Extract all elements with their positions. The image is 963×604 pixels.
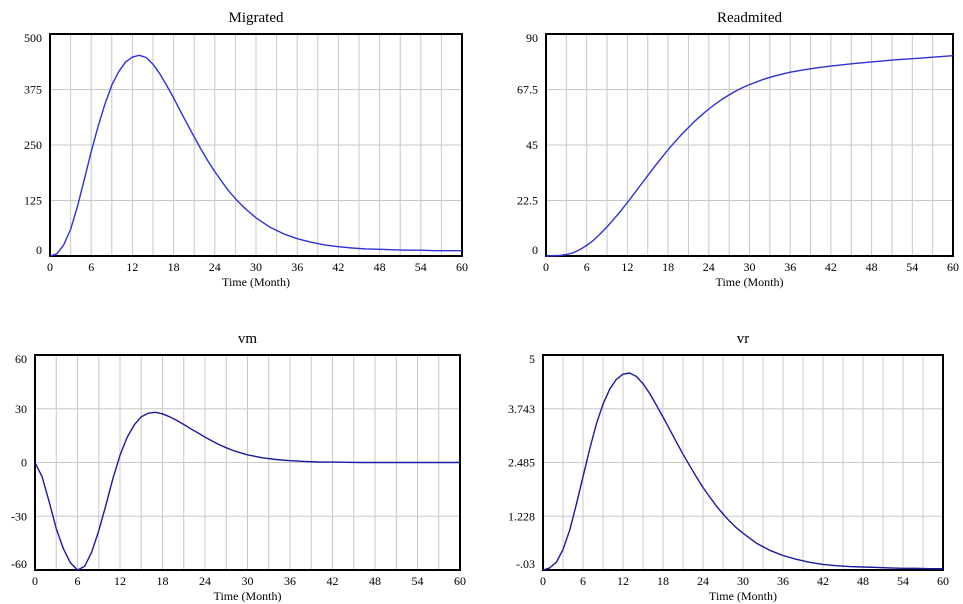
- y-tick-label: 0: [36, 243, 42, 257]
- x-tick-label: 36: [291, 260, 303, 274]
- x-tick-label: 0: [32, 574, 38, 588]
- y-tick-label: 2.485: [508, 456, 535, 470]
- y-tick-label: -30: [11, 509, 27, 523]
- y-tick-label: 500: [24, 31, 42, 45]
- x-tick-label: 12: [126, 260, 138, 274]
- x-tick-label: 24: [703, 260, 715, 274]
- x-tick-label: 36: [284, 574, 296, 588]
- x-tick-label: 42: [332, 260, 344, 274]
- x-tick-label: 60: [937, 574, 949, 588]
- y-tick-label: 1.228: [508, 509, 535, 523]
- x-tick-label: 18: [157, 574, 169, 588]
- y-tick-label: 0: [532, 243, 538, 257]
- series-line: [34, 411, 460, 571]
- y-tick-label: 125: [24, 194, 42, 208]
- x-tick-label: 48: [866, 260, 878, 274]
- x-tick-label: 54: [906, 260, 918, 274]
- x-tick-label: 48: [374, 260, 386, 274]
- x-tick-label: 6: [88, 260, 94, 274]
- y-tick-label: 0: [21, 456, 27, 470]
- x-tick-label: 30: [744, 260, 756, 274]
- y-tick-label: -.03: [516, 557, 535, 571]
- x-tick-label: 18: [657, 574, 669, 588]
- chart-title: Readmited: [717, 10, 782, 26]
- y-tick-label: 5: [529, 352, 535, 366]
- x-tick-label: 60: [454, 574, 466, 588]
- x-tick-label: 48: [369, 574, 381, 588]
- x-tick-label: 48: [857, 574, 869, 588]
- chart-3: vr 0 6 12 18 24 30 36 42 48 54 60 -.03 1.228 2.485 3.74…: [508, 331, 949, 603]
- plot-frame: [545, 33, 954, 257]
- x-axis-label: Time (Month): [222, 275, 290, 289]
- x-axis-label: Time (Month): [716, 275, 784, 289]
- series-line: [545, 55, 954, 257]
- chart-title: vr: [737, 331, 750, 347]
- x-tick-label: 24: [697, 574, 709, 588]
- chart-0: Migrated 0 6 12 18 24 30 36 42 48 54 60 0 125 250 375 50…: [24, 10, 468, 289]
- x-tick-label: 60: [947, 260, 959, 274]
- y-tick-label: -60: [11, 557, 27, 571]
- y-tick-label: 250: [24, 138, 42, 152]
- x-tick-label: 6: [75, 574, 81, 588]
- x-tick-label: 30: [737, 574, 749, 588]
- x-tick-label: 36: [777, 574, 789, 588]
- x-tick-label: 54: [897, 574, 909, 588]
- x-tick-label: 12: [617, 574, 629, 588]
- plot-frame: [542, 354, 944, 571]
- y-tick-label: 45: [526, 138, 538, 152]
- x-tick-label: 18: [662, 260, 674, 274]
- x-tick-label: 42: [327, 574, 339, 588]
- y-tick-label: 67.5: [517, 83, 538, 97]
- x-axis-label: Time (Month): [214, 589, 282, 603]
- x-tick-label: 6: [584, 260, 590, 274]
- x-tick-label: 24: [199, 574, 211, 588]
- y-tick-label: 3.743: [508, 402, 535, 416]
- y-tick-label: 90: [526, 31, 538, 45]
- chart-2: vm 0 6 12 18 24 30 36 42 48 54 60 -60 -30 0 30 60 Time (M…: [11, 331, 466, 603]
- x-tick-label: 24: [209, 260, 221, 274]
- y-tick-label: 60: [15, 352, 27, 366]
- x-tick-label: 60: [456, 260, 468, 274]
- y-tick-label: 375: [24, 83, 42, 97]
- x-tick-label: 42: [817, 574, 829, 588]
- x-tick-label: 0: [540, 574, 546, 588]
- x-tick-label: 54: [412, 574, 424, 588]
- series-line: [49, 54, 462, 257]
- y-tick-label: 30: [15, 402, 27, 416]
- chart-title: vm: [238, 331, 258, 347]
- x-axis-label: Time (Month): [709, 589, 777, 603]
- x-tick-label: 36: [784, 260, 796, 274]
- x-tick-label: 12: [114, 574, 126, 588]
- x-tick-label: 30: [242, 574, 254, 588]
- x-tick-label: 0: [47, 260, 53, 274]
- chart-title: Migrated: [229, 10, 284, 26]
- x-tick-label: 18: [168, 260, 180, 274]
- x-tick-label: 0: [543, 260, 549, 274]
- x-tick-label: 6: [580, 574, 586, 588]
- x-tick-label: 30: [250, 260, 262, 274]
- x-tick-label: 42: [825, 260, 837, 274]
- chart-1: Readmited 0 6 12 18 24 30 36 42 48 54 60 0 22.5 45 67.5…: [517, 10, 959, 289]
- x-tick-label: 54: [415, 260, 427, 274]
- plot-frame: [49, 33, 463, 257]
- x-tick-label: 12: [621, 260, 633, 274]
- y-tick-label: 22.5: [517, 194, 538, 208]
- series-line: [542, 372, 943, 571]
